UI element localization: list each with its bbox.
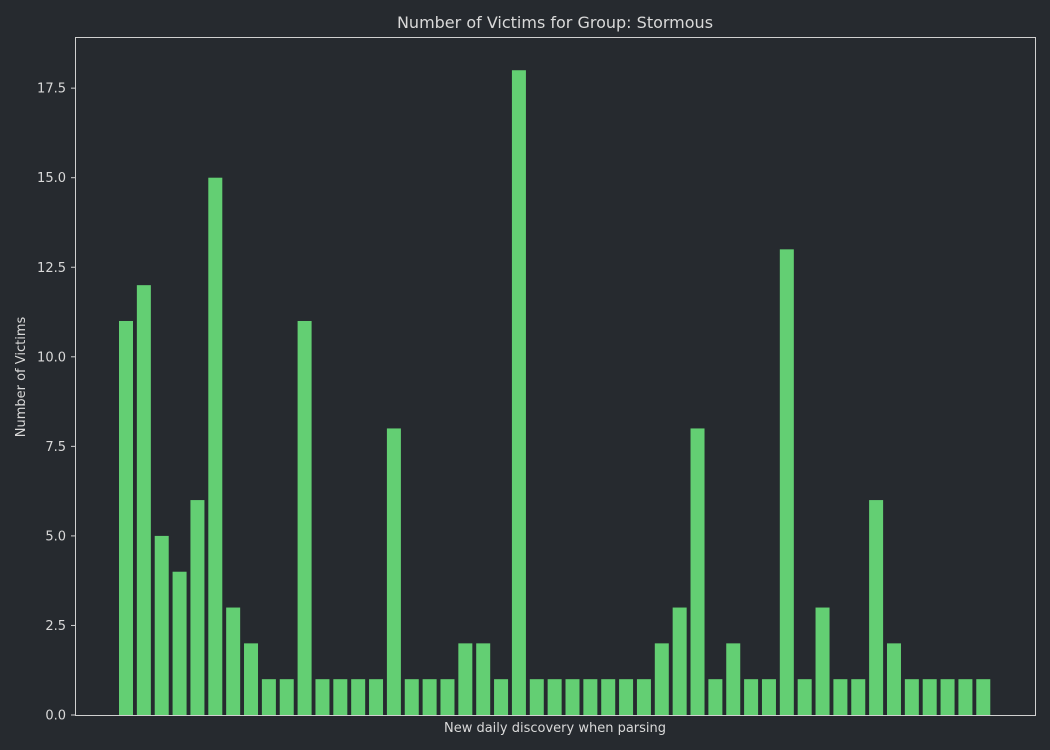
bar-21: [476, 643, 491, 715]
bar-6: [208, 177, 223, 715]
bar-40: [815, 607, 830, 715]
bar-31: [654, 643, 669, 715]
bar-32: [672, 607, 687, 715]
bar-9: [261, 679, 276, 715]
bar-35: [726, 643, 741, 715]
bar-20: [458, 643, 473, 715]
bar-34: [708, 679, 723, 715]
y-tick-label-2: 5.0: [45, 529, 66, 544]
bar-3: [154, 535, 169, 715]
bar-13: [333, 679, 348, 715]
bar-17: [404, 679, 419, 715]
bar-49: [976, 679, 991, 715]
bar-16: [386, 428, 401, 715]
bar-33: [690, 428, 705, 715]
bar-4: [172, 571, 187, 715]
y-axis-ticks: 0.0 2.5 5.0 7.5 10.0 12.5 15.0 17.5: [37, 82, 76, 724]
bar-11: [297, 320, 312, 715]
y-tick-label-7: 17.5: [37, 82, 66, 97]
y-tick-label-1: 2.5: [45, 619, 66, 634]
bar-47: [940, 679, 955, 715]
bar-8: [244, 643, 259, 715]
y-axis-label: Number of Victims: [14, 317, 29, 438]
y-tick-label-0: 0.0: [45, 709, 66, 724]
bar-39: [797, 679, 812, 715]
bar-5: [190, 500, 205, 715]
bar-44: [886, 643, 901, 715]
bar-18: [422, 679, 437, 715]
y-tick-label-6: 15.0: [37, 171, 66, 186]
x-axis-label: New daily discovery when parsing: [444, 721, 666, 736]
bar-42: [851, 679, 866, 715]
bar-19: [440, 679, 455, 715]
bar-29: [619, 679, 634, 715]
bar-26: [565, 679, 580, 715]
bar-1: [119, 320, 133, 715]
bar-28: [601, 679, 616, 715]
plot-frame: [75, 37, 1036, 716]
y-tick-label-4: 10.0: [37, 350, 66, 365]
bar-43: [869, 500, 884, 715]
bar-46: [922, 679, 937, 715]
chart-title: Number of Victims for Group: Stormous: [397, 13, 713, 32]
y-tick-label-3: 7.5: [45, 440, 66, 455]
bar-7: [226, 607, 241, 715]
bar-27: [583, 679, 598, 715]
bar-2: [136, 285, 151, 715]
bar-45: [904, 679, 919, 715]
bars-group: [119, 70, 991, 716]
bar-48: [958, 679, 973, 715]
y-tick-label-5: 12.5: [37, 261, 66, 276]
bar-12: [315, 679, 330, 715]
bar-25: [547, 679, 562, 715]
bar-23: [511, 70, 526, 716]
bar-38: [779, 249, 794, 715]
bar-41: [833, 679, 848, 715]
bar-15: [369, 679, 384, 715]
bar-30: [636, 679, 651, 715]
bar-24: [529, 679, 544, 715]
bar-10: [279, 679, 294, 715]
bar-14: [351, 679, 366, 715]
bar-37: [761, 679, 776, 715]
bar-36: [744, 679, 759, 715]
bar-22: [494, 679, 509, 715]
